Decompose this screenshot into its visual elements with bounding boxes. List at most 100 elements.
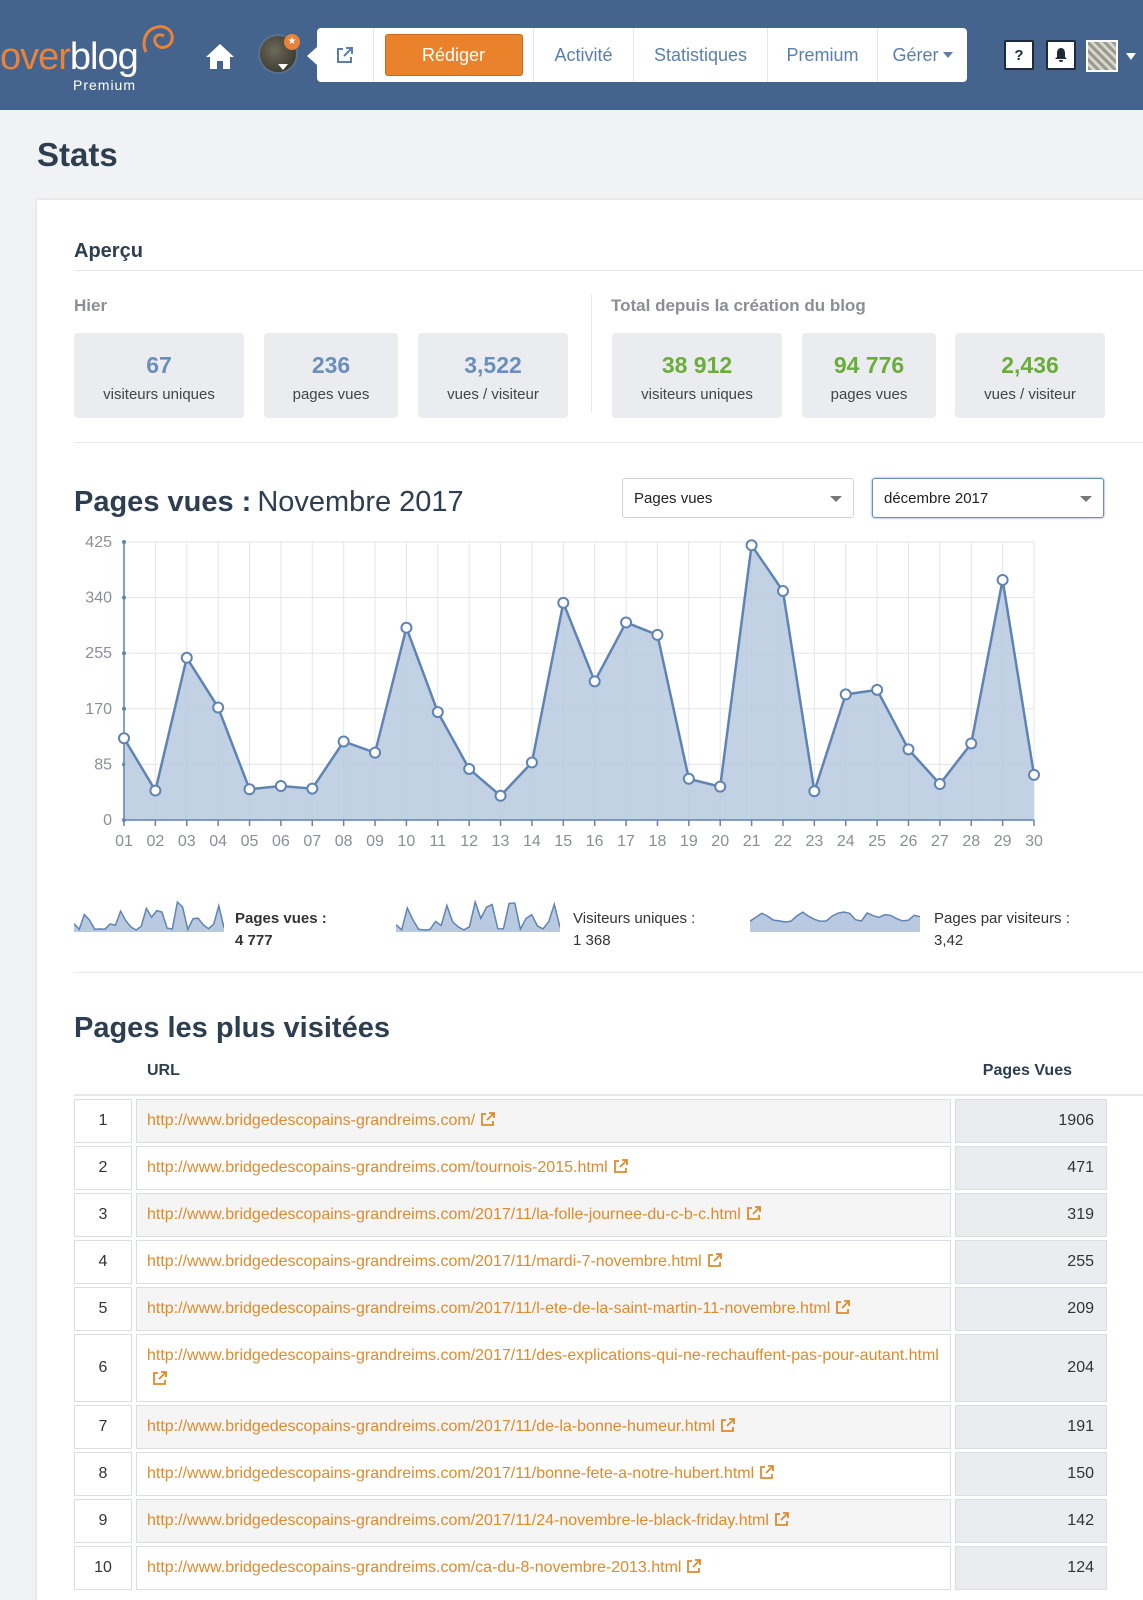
data-point [431,706,444,719]
nav-activite[interactable]: Activité [533,28,633,82]
page-url-link[interactable]: http://www.bridgedescopains-grandreims.c… [147,1203,762,1227]
stat-box-total-ratio: 2,436 vues / visiteur [955,333,1105,418]
help-button[interactable]: ? [1004,40,1034,70]
total-label: Total depuis la création du blog [611,296,866,315]
data-point [776,585,789,598]
external-link-icon[interactable] [480,1111,496,1127]
row-pages-vues: 209 [955,1287,1107,1331]
caret-down-icon [942,52,953,58]
x-tick-label: 10 [398,833,416,850]
data-point [212,701,225,714]
data-point [902,743,915,756]
logo-premium-label: Premium [73,77,137,93]
external-link-icon[interactable] [746,1205,762,1221]
data-point [996,573,1009,586]
page-url-link[interactable]: http://www.bridgedescopains-grandreims.c… [147,1462,775,1486]
blog-avatar[interactable]: ★ [258,34,300,74]
data-point [745,539,758,552]
pages-vues-area-chart: 0 85 170 255 340 425 01 02 03 04 05 06 07 08 09 10 11 12 1… [85,534,1043,850]
page-url-link[interactable]: http://www.bridgedescopains-grandreims.c… [147,1556,702,1580]
row-url-cell: http://www.bridgedescopains-grandreims.c… [136,1546,951,1590]
sparkline-line [74,900,224,932]
table-row: 10 http://www.bridgedescopains-grandreims… [74,1546,1143,1590]
data-point [118,732,130,745]
user-menu-caret-icon[interactable] [1126,53,1136,60]
x-tick-label: 15 [554,833,572,850]
page-url-link[interactable]: http://www.bridgedescopains-grandreims.c… [147,1344,940,1392]
data-point [839,688,852,701]
y-tick-label: 170 [85,701,112,718]
data-point [965,737,978,750]
data-point [180,651,193,664]
x-tick-label: 14 [523,833,541,850]
sparkline-visiteurs-uniques [396,900,560,932]
external-link-icon[interactable] [613,1158,629,1174]
home-icon[interactable] [204,40,236,72]
external-link-icon[interactable] [759,1464,775,1480]
chart-title-month: Novembre 2017 [257,486,464,518]
external-link-icon[interactable] [720,1417,736,1433]
month-select[interactable]: décembre 2017 [872,478,1104,518]
external-link-icon[interactable] [707,1252,723,1268]
page-url-link[interactable]: http://www.bridgedescopains-grandreims.c… [147,1109,496,1133]
row-rank: 2 [74,1146,132,1190]
divider [74,442,1143,443]
page-url-link[interactable]: http://www.bridgedescopains-grandreims.c… [147,1415,736,1439]
data-point [557,596,570,609]
row-rank: 3 [74,1193,132,1237]
nav-statistiques[interactable]: Statistiques [633,28,767,82]
stat-box-total-visiteurs: 38 912 visiteurs uniques [612,333,782,418]
row-rank: 9 [74,1499,132,1543]
x-tick-label: 17 [617,833,635,850]
rediger-button[interactable]: Rédiger [384,34,523,76]
top-pages-title: Pages les plus visitées [74,1012,390,1044]
notifications-bell-icon[interactable] [1046,40,1076,70]
row-url-cell: http://www.bridgedescopains-grandreims.c… [136,1405,951,1449]
row-url-cell: http://www.bridgedescopains-grandreims.c… [136,1452,951,1496]
column-header-url: URL [147,1062,180,1079]
external-link-icon[interactable] [774,1511,790,1527]
logo-wordmark: overblog [0,36,139,79]
y-tick-label: 255 [85,645,112,662]
table-row: 3 http://www.bridgedescopains-grandreims.… [74,1193,1143,1237]
page-url-link[interactable]: http://www.bridgedescopains-grandreims.c… [147,1297,851,1321]
external-link-icon[interactable] [152,1370,168,1386]
metric-select[interactable]: Pages vues [622,478,854,518]
page-url-text: http://www.bridgedescopains-grandreims.c… [147,1512,769,1529]
page-url-text: http://www.bridgedescopains-grandreims.c… [147,1559,682,1576]
page-url-link[interactable]: http://www.bridgedescopains-grandreims.c… [147,1156,629,1180]
chart-title: Pages vues : Novembre 2017 [74,486,464,519]
data-point [714,780,727,793]
data-point [808,785,821,798]
sparkline-area [396,902,560,932]
data-point [525,756,538,769]
stat-box-hier-ratio: 3,522 vues / visiteur [418,333,568,418]
stat-label: vues / visiteur [447,386,539,403]
page-url-link[interactable]: http://www.bridgedescopains-grandreims.c… [147,1250,723,1274]
logo-swirl-icon [142,25,174,53]
stat-label: pages vues [830,386,908,403]
external-link-icon[interactable] [686,1558,702,1574]
row-url-cell: http://www.bridgedescopains-grandreims.c… [136,1146,951,1190]
x-tick-label: 20 [711,833,729,850]
data-point [400,621,413,634]
stat-box-hier-visiteurs: 67 visiteurs uniques [74,333,244,418]
stat-label: visiteurs uniques [641,386,753,403]
summary-value: 1 368 [573,932,611,949]
nav-gerer[interactable]: Gérer [877,28,967,82]
month-select-value: décembre 2017 [884,490,989,507]
top-pages-table: 1 http://www.bridgedescopains-grandreims.… [74,1094,1143,1590]
data-point [463,762,476,775]
view-blog-external-link-icon[interactable] [317,28,373,82]
nav-premium[interactable]: Premium [767,28,877,82]
external-link-icon[interactable] [835,1299,851,1315]
page-url-text: http://www.bridgedescopains-grandreims.c… [147,1347,939,1364]
user-avatar[interactable] [1086,40,1118,72]
x-tick-label: 26 [900,833,918,850]
table-row: 2 http://www.bridgedescopains-grandreims.… [74,1146,1143,1190]
page-url-link[interactable]: http://www.bridgedescopains-grandreims.c… [147,1509,790,1533]
overblog-logo[interactable]: overblog Premium [0,22,180,94]
data-point [933,778,946,791]
stat-value: 3,522 [464,352,522,378]
page-url-text: http://www.bridgedescopains-grandreims.c… [147,1300,831,1317]
